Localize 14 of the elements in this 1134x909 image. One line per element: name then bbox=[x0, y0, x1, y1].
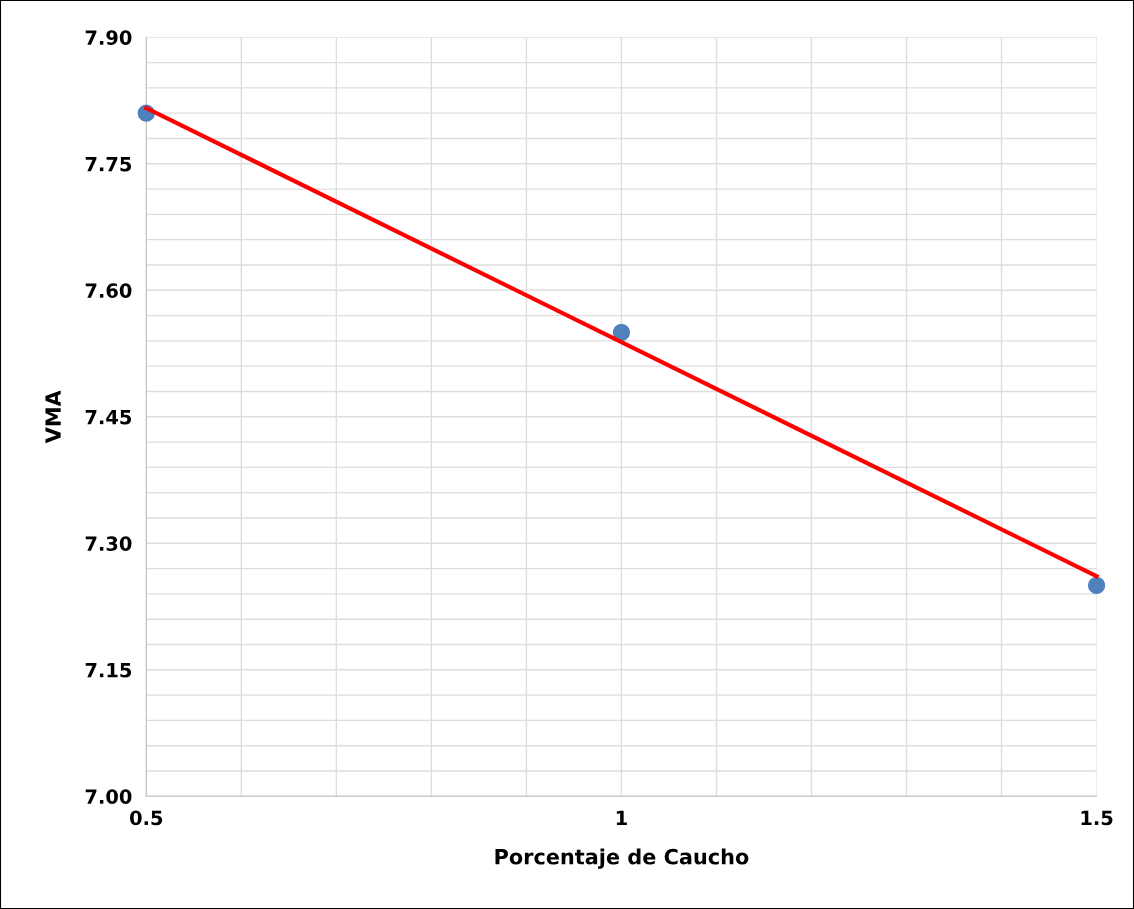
y-tick-label: 7.30 bbox=[85, 536, 132, 551]
x-tick-label: 1.5 bbox=[1081, 810, 1113, 826]
x-tick-label: 0.5 bbox=[129, 810, 163, 826]
y-tick-label: 7.60 bbox=[85, 283, 132, 298]
x-axis-title: Porcentaje de Caucho bbox=[495, 848, 749, 869]
point bbox=[612, 323, 631, 342]
y-axis-title: VMA bbox=[45, 390, 61, 444]
y-tick-label: 7.15 bbox=[85, 662, 132, 678]
y-tick-label: 7.90 bbox=[85, 30, 132, 45]
point bbox=[1087, 576, 1106, 595]
y-tick-label: 7.75 bbox=[85, 156, 132, 172]
y-tick-label: 7.45 bbox=[85, 409, 132, 425]
y-tick-label: 7.00 bbox=[85, 789, 132, 804]
x-tick-label: 1 bbox=[616, 810, 627, 825]
